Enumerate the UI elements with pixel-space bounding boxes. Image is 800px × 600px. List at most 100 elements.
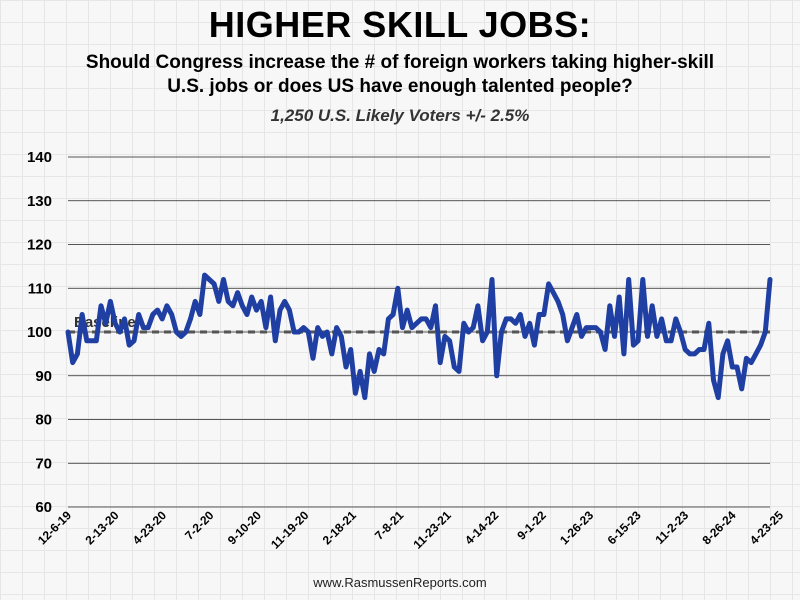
data-point [736, 366, 738, 368]
chart-title: HIGHER SKILL JOBS: [208, 4, 592, 45]
data-point [218, 300, 220, 303]
data-point [675, 318, 677, 320]
y-tick-label: 90 [35, 368, 52, 385]
data-point [703, 348, 705, 351]
x-axis-ticks: 12-6-19 2-13-20 4-23-20 7-2-20 9-10-20 11-19-… [35, 508, 786, 552]
data-point [71, 361, 74, 364]
data-point [543, 313, 545, 316]
data-point [349, 348, 352, 351]
data-point [618, 296, 620, 298]
data-point [533, 344, 536, 346]
data-point [585, 326, 588, 329]
data-point [316, 326, 319, 329]
data-point [519, 313, 522, 316]
data-point [561, 313, 564, 316]
data-point [307, 331, 310, 333]
data-point [161, 318, 163, 320]
data-point [298, 331, 300, 333]
data-point [397, 287, 399, 290]
data-point [698, 348, 701, 351]
data-point [524, 335, 526, 338]
data-point [594, 326, 597, 329]
data-point [166, 305, 168, 307]
data-point [232, 305, 234, 307]
data-point [623, 353, 625, 355]
data-point [368, 353, 371, 355]
data-point [566, 340, 569, 342]
data-point [222, 278, 225, 281]
data-point [580, 335, 583, 338]
data-point [627, 278, 630, 281]
data-point [528, 322, 531, 325]
x-tick-label: 7-2-20 [182, 508, 217, 543]
data-point [326, 331, 328, 333]
series-line [65, 272, 773, 401]
x-tick-label: 4-23-25 [747, 508, 786, 547]
data-point [86, 340, 88, 342]
data-point [401, 326, 404, 329]
data-point [745, 357, 748, 360]
data-point [609, 305, 611, 307]
data-point [604, 348, 606, 351]
data-point [576, 313, 578, 316]
data-point [712, 379, 715, 381]
sample-size-note: 1,250 U.S. Likely Voters +/- 2.5% [270, 106, 530, 125]
data-point [425, 318, 427, 320]
data-point [274, 340, 277, 342]
x-tick-label: 11-23-21 [410, 508, 454, 552]
y-tick-label: 110 [28, 280, 52, 297]
chart-subtitle: Should Congress increase the # of foreig… [40, 51, 760, 99]
data-point [265, 326, 267, 329]
y-tick-label: 120 [27, 237, 52, 254]
data-point [571, 326, 573, 329]
data-point [331, 353, 333, 355]
data-point [679, 331, 682, 333]
x-tick-label: 11-19-20 [268, 508, 312, 552]
data-point [759, 344, 762, 346]
data-point [227, 300, 229, 303]
data-point [411, 326, 413, 329]
data-point [495, 375, 498, 377]
data-point [156, 309, 159, 311]
data-point [514, 322, 517, 325]
y-tick-label: 130 [27, 193, 52, 210]
data-point [335, 326, 338, 329]
data-point [717, 396, 719, 399]
data-point [119, 331, 121, 333]
data-point [708, 322, 710, 325]
data-point [175, 331, 178, 333]
data-point [236, 291, 239, 294]
data-point [189, 318, 192, 320]
data-point [246, 313, 248, 316]
subtitle-line-1: Should Congress increase the # of foreig… [85, 52, 715, 73]
data-point [684, 348, 686, 351]
data-point [689, 353, 691, 355]
x-tick-label: 1-26-23 [557, 508, 596, 547]
data-point [406, 309, 409, 311]
data-point [185, 331, 187, 333]
data-point [382, 353, 385, 355]
data-point [500, 331, 503, 333]
data-point [378, 348, 380, 351]
x-tick-label: 11-2-23 [653, 508, 692, 547]
data-point [95, 340, 98, 342]
data-point [434, 305, 437, 307]
data-point [726, 340, 729, 342]
data-point [194, 300, 196, 303]
x-tick-label: 4-14-22 [462, 508, 501, 547]
data-point [660, 318, 663, 320]
series-layer [65, 272, 773, 401]
data-point [359, 370, 361, 373]
data-point [538, 313, 540, 316]
data-point [642, 278, 644, 281]
data-point [114, 322, 116, 325]
y-tick-label: 60 [35, 499, 52, 516]
data-point [269, 296, 272, 298]
data-point [137, 313, 140, 316]
data-point [670, 340, 672, 342]
y-tick-label: 80 [35, 412, 52, 429]
x-tick-label: 4-23-20 [130, 508, 169, 547]
data-point [444, 335, 446, 338]
data-point [250, 296, 253, 298]
